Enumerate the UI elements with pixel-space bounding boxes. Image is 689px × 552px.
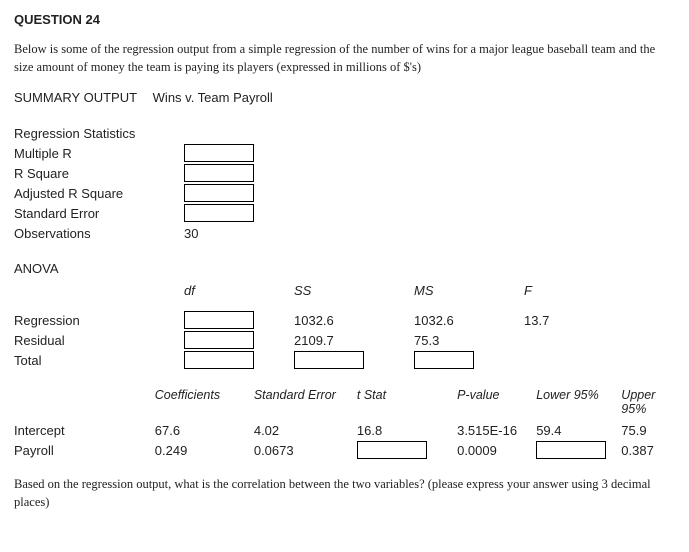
coef-intercept-label: Intercept [14, 420, 155, 440]
anova-regression-f: 13.7 [524, 310, 614, 330]
question-number: QUESTION 24 [14, 12, 675, 27]
input-multiple-r[interactable] [184, 144, 254, 162]
label-multiple-r: Multiple R [14, 143, 184, 163]
coef-intercept-l95: 59.4 [536, 420, 621, 440]
anova-header-df: df [184, 280, 294, 300]
coef-intercept-se: 4.02 [254, 420, 357, 440]
coef-header-coefficients: Coefficients [155, 388, 254, 420]
summary-output-subtitle: Wins v. Team Payroll [153, 90, 273, 105]
question-footer-text: Based on the regression output, what is … [14, 476, 675, 511]
anova-header-f: F [524, 280, 614, 300]
anova-row-residual-label: Residual [14, 330, 184, 350]
regression-statistics-table: Regression Statistics Multiple R R Squar… [14, 123, 254, 243]
anova-regression-ss: 1032.6 [294, 310, 414, 330]
coef-header-t-stat: t Stat [357, 388, 457, 420]
coefficients-table: Coefficients Standard Error t Stat P-val… [14, 388, 675, 460]
input-payroll-l95[interactable] [536, 441, 606, 459]
coef-header-std-error: Standard Error [254, 388, 357, 420]
anova-header-ss: SS [294, 280, 414, 300]
coef-intercept-coef: 67.6 [155, 420, 254, 440]
summary-output-line: SUMMARY OUTPUT Wins v. Team Payroll [14, 90, 675, 105]
coef-intercept-p: 3.515E-16 [457, 420, 536, 440]
input-payroll-t[interactable] [357, 441, 427, 459]
anova-row-total-label: Total [14, 350, 184, 370]
anova-title: ANOVA [14, 261, 675, 276]
coef-intercept-t: 16.8 [357, 420, 457, 440]
input-total-ms[interactable] [414, 351, 474, 369]
input-total-df[interactable] [184, 351, 254, 369]
anova-header-ms: MS [414, 280, 524, 300]
input-r-square[interactable] [184, 164, 254, 182]
reg-stats-title: Regression Statistics [14, 123, 184, 143]
label-observations: Observations [14, 223, 184, 243]
summary-output-label: SUMMARY OUTPUT [14, 90, 137, 105]
input-adj-r-square[interactable] [184, 184, 254, 202]
label-std-error: Standard Error [14, 203, 184, 223]
coef-intercept-u95: 75.9 [621, 420, 675, 440]
coef-header-p-value: P-value [457, 388, 536, 420]
anova-regression-ms: 1032.6 [414, 310, 524, 330]
label-adj-r-square: Adjusted R Square [14, 183, 184, 203]
input-total-ss[interactable] [294, 351, 364, 369]
anova-row-regression-label: Regression [14, 310, 184, 330]
anova-residual-ms: 75.3 [414, 330, 524, 350]
coef-payroll-label: Payroll [14, 440, 155, 460]
label-r-square: R Square [14, 163, 184, 183]
value-observations: 30 [184, 223, 254, 243]
coef-payroll-u95: 0.387 [621, 440, 675, 460]
coef-payroll-p: 0.0009 [457, 440, 536, 460]
coef-payroll-se: 0.0673 [254, 440, 357, 460]
input-regression-df[interactable] [184, 311, 254, 329]
coef-header-upper95: Upper 95% [621, 388, 675, 420]
anova-table: df SS MS F Regression 1032.6 1032.6 13.7… [14, 280, 614, 370]
coef-payroll-coef: 0.249 [155, 440, 254, 460]
coef-header-lower95: Lower 95% [536, 388, 621, 420]
input-residual-df[interactable] [184, 331, 254, 349]
input-std-error[interactable] [184, 204, 254, 222]
anova-residual-ss: 2109.7 [294, 330, 414, 350]
question-intro-text: Below is some of the regression output f… [14, 41, 675, 76]
